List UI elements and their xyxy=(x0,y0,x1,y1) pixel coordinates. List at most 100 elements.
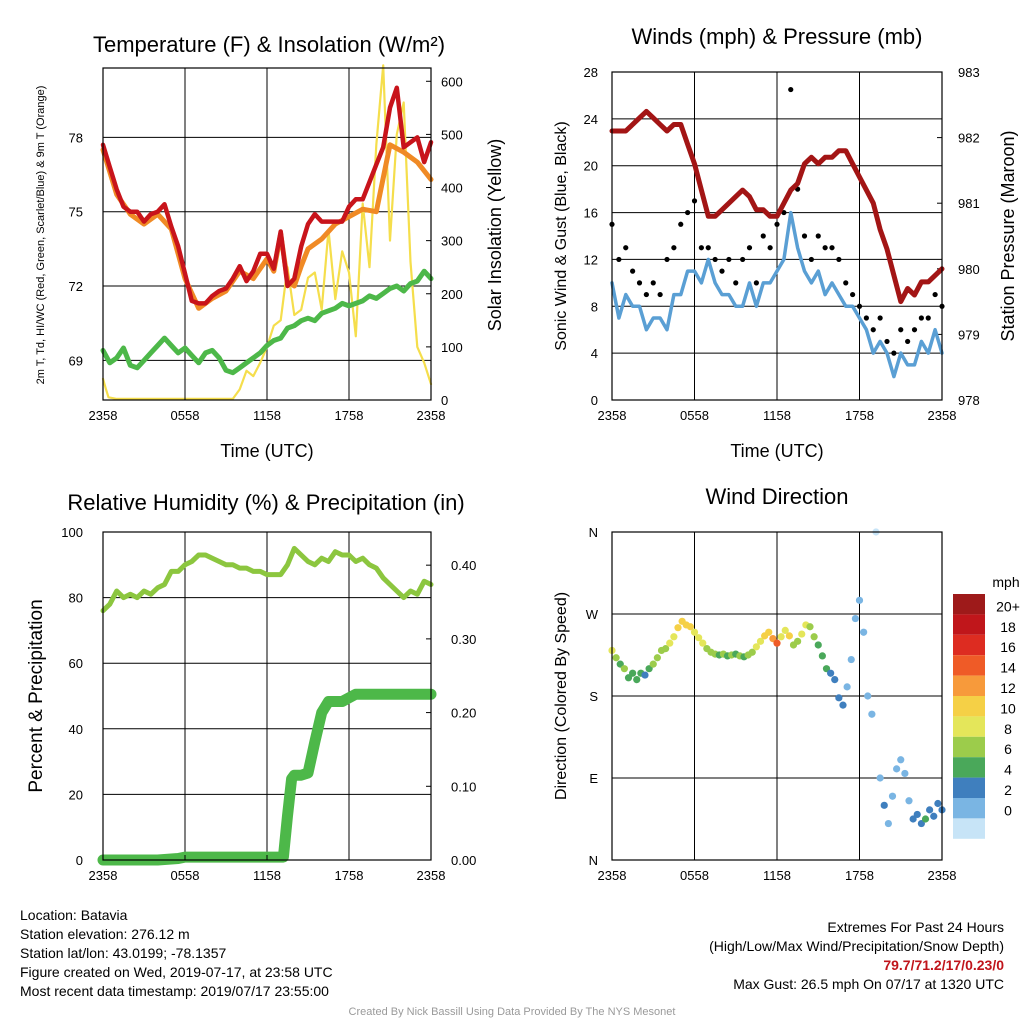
gust-point xyxy=(884,338,890,345)
gust-point xyxy=(643,291,649,298)
direction-point xyxy=(649,660,657,668)
gust-point xyxy=(746,245,753,251)
chart-panel-2: 0 20 40 60 80 100 0.00 0.10 0.20 0.30 0.40 2358 0558… xyxy=(26,490,476,883)
gust-point xyxy=(856,303,863,309)
colorbar-label: 16 xyxy=(1000,639,1016,655)
y2-tick-label: 0.40 xyxy=(451,558,476,573)
y-tick-label: 100 xyxy=(61,525,83,540)
gust-point xyxy=(726,256,732,263)
gust-point xyxy=(712,256,718,263)
gust-point xyxy=(829,245,835,251)
colorbar-label: 14 xyxy=(1000,660,1016,676)
y2-axis-title: Solar Insolation (Yellow) xyxy=(485,139,505,331)
gust-point xyxy=(623,245,629,251)
direction-point xyxy=(695,634,703,642)
gust-point xyxy=(698,245,704,251)
x-tick-label: 0558 xyxy=(171,408,200,423)
gust-point xyxy=(815,233,821,239)
direction-point xyxy=(909,815,917,823)
direction-point xyxy=(645,665,653,673)
direction-point xyxy=(769,635,777,643)
gust-point xyxy=(870,327,876,333)
direction-point xyxy=(893,765,901,773)
y2-tick-label: 0.20 xyxy=(451,706,476,721)
y-tick-label: S xyxy=(589,689,598,704)
credit-text: Created By Nick Bassill Using Data Provi… xyxy=(348,1006,676,1018)
y-tick-label: 0 xyxy=(76,853,83,868)
direction-point xyxy=(905,797,913,805)
chart-title: Winds (mph) & Pressure (mb) xyxy=(632,24,923,49)
gust-point xyxy=(801,233,808,239)
y-axis-title: Direction (Colored By Speed) xyxy=(553,592,570,800)
gust-point xyxy=(678,221,684,227)
x-tick-label: 2358 xyxy=(89,868,118,883)
y-tick-label: 72 xyxy=(69,279,83,294)
gust-point xyxy=(918,315,924,321)
direction-point xyxy=(773,639,781,647)
colorbar-label: 20+ xyxy=(996,598,1020,614)
y-tick-label: W xyxy=(586,607,599,622)
y-tick-label: 20 xyxy=(69,787,83,802)
direction-point xyxy=(839,701,847,709)
gust-point xyxy=(767,245,773,251)
gust-point xyxy=(781,209,787,216)
y2-tick-label: 980 xyxy=(958,262,980,277)
x-tick-label: 2358 xyxy=(89,408,118,423)
gust-point xyxy=(760,233,766,239)
y-tick-label: 12 xyxy=(584,252,598,267)
direction-point xyxy=(814,641,822,649)
insolation-line xyxy=(101,64,433,400)
x-tick-label: 1758 xyxy=(335,868,364,883)
direction-point xyxy=(818,652,826,660)
y-tick-label: 28 xyxy=(584,65,598,80)
x-tick-label: 0558 xyxy=(680,868,709,883)
gust-point xyxy=(850,291,856,298)
direction-point xyxy=(847,655,855,664)
y-axis-title: Sonic Wind & Gust (Blue, Black) xyxy=(553,121,570,350)
direction-point xyxy=(860,628,868,636)
direction-point xyxy=(888,792,897,800)
colorbar-swatch xyxy=(953,798,985,819)
direction-point xyxy=(880,801,888,809)
x-tick-label: 1158 xyxy=(253,408,281,423)
direction-point xyxy=(798,630,806,638)
y2-tick-label: 978 xyxy=(958,393,980,408)
y-tick-label: 16 xyxy=(584,206,598,221)
precip-line xyxy=(97,688,437,866)
direction-point xyxy=(620,665,628,673)
colorbar-label: 18 xyxy=(1000,619,1016,635)
gust-point xyxy=(685,209,691,216)
direction-point xyxy=(641,671,649,679)
colorbar-title: mph xyxy=(992,574,1019,590)
y2-tick-label: 0 xyxy=(441,393,448,408)
y-tick-label: 80 xyxy=(69,591,83,606)
gust-point xyxy=(740,256,746,263)
direction-point xyxy=(822,665,831,673)
gust-point xyxy=(671,245,677,251)
y-tick-label: 40 xyxy=(69,722,83,737)
gust-point xyxy=(905,338,911,345)
extremes-title: Extremes For Past 24 Hours xyxy=(827,919,1004,935)
y2-tick-label: 400 xyxy=(441,181,463,196)
colorbar-swatch xyxy=(953,736,985,758)
colorbar-label: 4 xyxy=(1004,762,1012,778)
gust-point xyxy=(863,315,869,321)
direction-point xyxy=(666,639,674,647)
colorbar-swatch xyxy=(953,757,985,778)
gust-point xyxy=(657,291,663,298)
direction-point xyxy=(756,637,765,645)
y-tick-label: 24 xyxy=(584,112,598,127)
y2-tick-label: 100 xyxy=(441,340,463,355)
y2-tick-label: 200 xyxy=(441,287,463,302)
rh-line xyxy=(100,545,434,614)
y-tick-label: 78 xyxy=(69,130,83,145)
colorbar-label: 8 xyxy=(1004,721,1012,737)
direction-point xyxy=(921,815,930,823)
chart-title: Temperature (F) & Insolation (W/m²) xyxy=(93,32,445,57)
x-tick-label: 2358 xyxy=(928,868,957,883)
colorbar-swatch xyxy=(953,716,985,737)
colorbar-swatch xyxy=(953,818,985,839)
extremes-values: 79.7/71.2/17/0.23/0 xyxy=(883,957,1004,973)
colorbar-swatch xyxy=(953,777,985,798)
direction-point xyxy=(794,637,802,645)
